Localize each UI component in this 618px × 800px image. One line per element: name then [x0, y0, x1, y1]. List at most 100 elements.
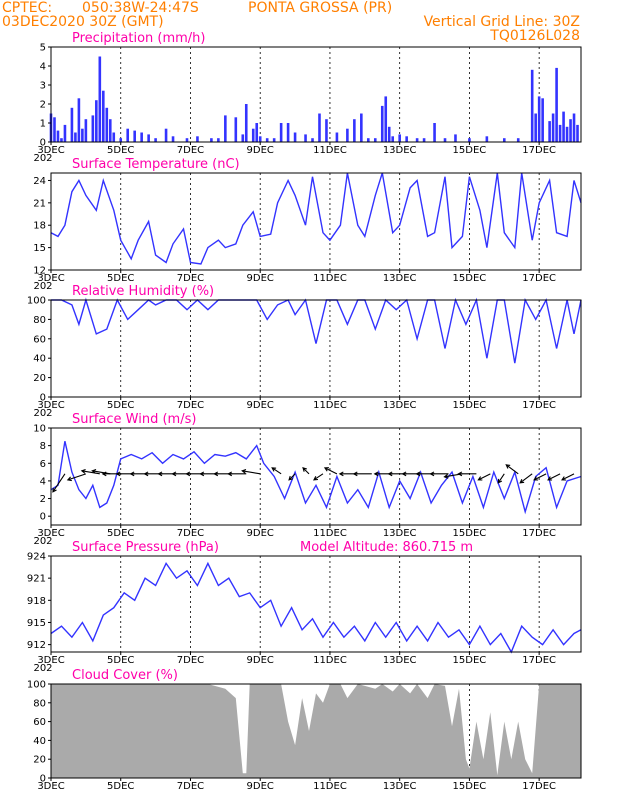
- precip-bar: [304, 134, 307, 142]
- x-tick-label: 13DEC: [383, 655, 417, 666]
- precip-bar: [502, 138, 506, 142]
- y-tick-label: 921: [27, 574, 46, 585]
- wind-vector: [80, 469, 100, 475]
- precip-bar: [112, 132, 116, 142]
- y-tick-label: 24: [33, 176, 46, 187]
- panel-title: Surface Temperature (nC): [72, 157, 240, 172]
- panel-1: 12 15 18 21 24 3DEC202 5DEC 7DEC 9DEC 11DEC 13DEC 1…: [33, 157, 582, 292]
- precip-bar: [81, 128, 84, 142]
- panel-5: 0 20 40 60 80 100 3DEC 5DEC 7DEC 9DEC 11DEC 13DEC 15…: [27, 668, 582, 792]
- x-tick-label: 15DEC: [453, 781, 487, 792]
- precip-bar: [415, 138, 419, 142]
- precip-bar: [171, 136, 175, 142]
- y-tick-label: 12: [33, 266, 46, 277]
- y-tick-label: 918: [27, 596, 46, 607]
- precip-bar: [70, 107, 74, 142]
- x-tick-label: 15DEC: [453, 145, 487, 156]
- y-tick-label: 4: [40, 476, 46, 487]
- x-tick-label: 7DEC: [177, 528, 204, 539]
- x-tick-label: 17DEC: [522, 655, 556, 666]
- y-tick-label: 60: [33, 334, 46, 345]
- y-tick-label: 40: [33, 736, 46, 747]
- y-tick-label: 1: [40, 119, 46, 130]
- y-tick-label: 2: [40, 494, 46, 505]
- precip-bar: [454, 134, 457, 142]
- x-tick-label: 7DEC: [177, 145, 204, 156]
- precip-bar: [119, 138, 123, 142]
- y-tick-label: 924: [27, 552, 46, 563]
- x-tick-label: 7DEC: [177, 400, 204, 411]
- y-tick-label: 0: [40, 512, 46, 523]
- x-tick-label: 15DEC: [453, 400, 487, 411]
- wind-vector: [352, 471, 372, 477]
- precip-bar: [60, 138, 63, 142]
- x-tick-label: 15DEC: [453, 528, 487, 539]
- x-tick-label: 5DEC: [107, 400, 134, 411]
- series-line: [51, 297, 582, 364]
- y-tick-label: 3: [40, 81, 46, 92]
- x-year-label: 202: [33, 281, 52, 292]
- precip-bar: [555, 67, 558, 142]
- header-label: CPTEC:: [2, 0, 52, 16]
- precip-bar: [224, 115, 227, 142]
- precip-bar: [335, 132, 339, 142]
- panel-title: Cloud Cover (%): [72, 668, 178, 683]
- precip-bar: [210, 138, 213, 142]
- x-tick-label: 3DEC: [37, 781, 64, 792]
- precip-bar: [185, 138, 189, 142]
- header-coords: 050:38W-24:47S: [82, 0, 199, 16]
- panel-frame: [50, 299, 582, 398]
- precip-bar: [293, 132, 297, 142]
- y-tick-label: 80: [33, 698, 46, 709]
- precip-bar: [241, 134, 245, 142]
- precip-bar: [251, 128, 255, 142]
- panel-title: Surface Pressure (hPa): [72, 540, 219, 555]
- precip-bar: [133, 130, 136, 142]
- precip-bar: [108, 119, 112, 142]
- series-line: [50, 172, 582, 265]
- x-tick-label: 9DEC: [247, 400, 274, 411]
- cloud-area: [51, 684, 581, 778]
- wind-vector: [497, 473, 505, 484]
- precip-bar: [272, 138, 276, 142]
- y-tick-label: 100: [27, 680, 46, 691]
- x-tick-label: 13DEC: [383, 528, 417, 539]
- precip-bar: [360, 113, 363, 142]
- panel-subtitle: Model Altitude: 860.715 m: [300, 540, 473, 555]
- wind-vector: [323, 467, 338, 475]
- x-tick-label: 11DEC: [313, 528, 347, 539]
- y-tick-label: 0: [40, 138, 46, 149]
- x-tick-label: 3DEC: [37, 400, 64, 411]
- y-tick-label: 915: [27, 618, 46, 629]
- y-tick-label: 0: [40, 393, 46, 404]
- precip-bar: [286, 123, 290, 142]
- panel-frame: [50, 427, 582, 526]
- x-tick-label: 3DEC: [37, 655, 64, 666]
- precip-bar: [548, 121, 551, 142]
- precip-bar: [255, 123, 259, 142]
- x-tick-label: 13DEC: [383, 781, 417, 792]
- y-tick-label: 21: [33, 198, 46, 209]
- precip-bar: [565, 126, 569, 142]
- wind-vector: [52, 473, 66, 493]
- x-tick-label: 15DEC: [453, 655, 487, 666]
- series-line: [50, 561, 582, 654]
- x-tick-label: 5DEC: [107, 145, 134, 156]
- wind-vector: [477, 473, 491, 481]
- x-year-label: 202: [33, 663, 52, 674]
- x-tick-label: 15DEC: [453, 273, 487, 284]
- precip-bar: [91, 115, 95, 142]
- panel-frame: [50, 46, 582, 143]
- x-tick-label: 7DEC: [177, 781, 204, 792]
- x-tick-label: 9DEC: [247, 273, 274, 284]
- x-tick-label: 9DEC: [247, 655, 274, 666]
- header-date: 03DEC2020 30Z (GMT): [2, 14, 164, 30]
- precip-bar: [380, 105, 384, 142]
- y-tick-label: 0: [40, 774, 46, 785]
- header-location: PONTA GROSSA (PR): [248, 0, 392, 16]
- wind-vector: [519, 473, 533, 484]
- x-tick-label: 5DEC: [107, 528, 134, 539]
- precip-bar: [53, 117, 56, 142]
- x-tick-label: 13DEC: [383, 145, 417, 156]
